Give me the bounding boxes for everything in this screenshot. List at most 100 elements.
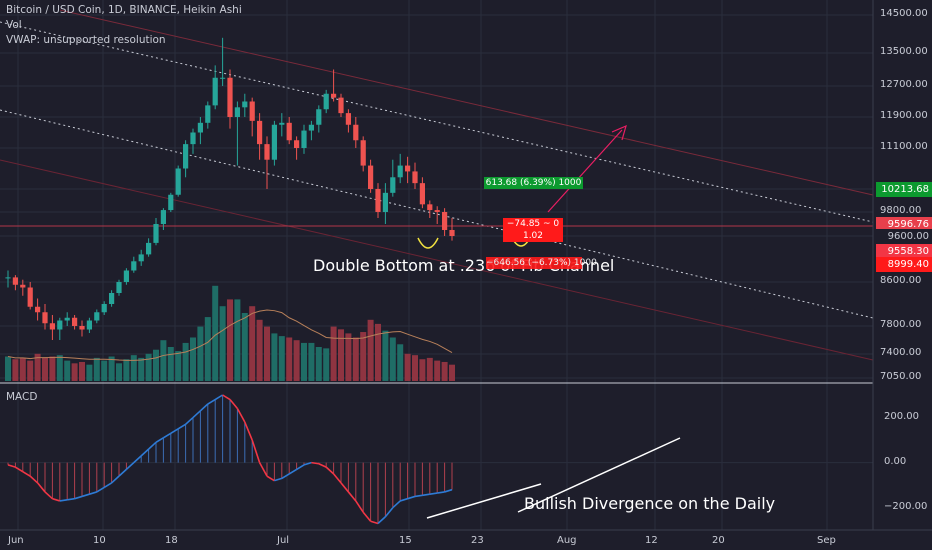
volume-bar xyxy=(338,329,344,381)
loss-box-line2: 1.02 xyxy=(522,231,544,241)
macd-line-segment xyxy=(303,461,312,466)
volume-bar xyxy=(145,353,152,381)
time-tick-label: Sep xyxy=(817,535,836,546)
macd-line-segment xyxy=(407,495,416,500)
macd-line-segment xyxy=(29,475,39,484)
candle-body xyxy=(375,189,381,212)
volume-bar xyxy=(397,344,404,381)
macd-line-segment xyxy=(44,491,53,500)
volume-bar xyxy=(116,363,122,381)
time-tick-label: 15 xyxy=(399,535,412,546)
candle-body xyxy=(301,130,307,148)
volume-bar xyxy=(153,349,159,381)
macd-line-segment xyxy=(96,486,105,493)
macd-line-segment xyxy=(52,497,61,502)
volume-bar xyxy=(12,359,19,381)
stop-box[interactable]: −646.56 (−6.73%) 1000 xyxy=(486,257,597,269)
candle-body xyxy=(353,124,359,141)
candle-body xyxy=(419,183,425,205)
volume-bar xyxy=(375,323,381,381)
candle-body xyxy=(94,312,100,321)
volume-bar xyxy=(241,313,248,381)
macd-line-segment xyxy=(429,492,438,495)
candle-body xyxy=(57,320,63,330)
macd-line-segment xyxy=(67,497,75,501)
candle-body xyxy=(12,277,18,285)
volume-bar xyxy=(249,306,256,381)
candle-body xyxy=(160,210,166,224)
price-tick-label: 7050.00 xyxy=(880,371,922,382)
candle-body xyxy=(397,165,403,178)
macd-line-segment xyxy=(7,464,16,468)
volume-bar xyxy=(404,353,411,381)
candle-body xyxy=(138,254,144,262)
macd-line-segment xyxy=(36,482,46,493)
candle-body xyxy=(116,282,122,293)
price-tag: 10213.68 xyxy=(876,182,932,197)
price-tick-label: 11100.00 xyxy=(880,141,928,152)
volume-bar xyxy=(49,356,56,381)
price-tag: 9596.76 xyxy=(876,217,932,232)
candle-body xyxy=(131,261,137,271)
macd-line-segment xyxy=(362,511,372,522)
candle-body xyxy=(286,122,292,141)
price-tag: 9600.00 xyxy=(876,229,932,244)
volume-bar xyxy=(360,332,367,381)
volume-bar xyxy=(56,355,63,381)
candle-body xyxy=(412,171,418,184)
time-tick-label: 20 xyxy=(712,535,725,546)
candle-body xyxy=(72,317,78,326)
volume-bar xyxy=(71,363,78,381)
candle-body xyxy=(190,132,196,145)
macd-line-segment xyxy=(347,491,357,502)
macd-line-segment xyxy=(266,475,275,482)
gain-box[interactable]: 613.68 (6.39%) 1000 xyxy=(484,177,583,189)
candle-body xyxy=(35,306,41,313)
volume-ma-line xyxy=(7,309,453,361)
candlesticks xyxy=(5,37,455,340)
macd-line-segment xyxy=(399,497,408,502)
candle-body xyxy=(294,140,300,148)
loss-box[interactable]: −74.85 ~ 0 1.02 xyxy=(503,218,563,242)
candle-body xyxy=(368,165,374,189)
candle-body xyxy=(27,287,33,307)
price-tick-label: 13500.00 xyxy=(880,46,928,57)
macd-line-segment xyxy=(332,473,342,484)
volume-bar xyxy=(278,336,285,381)
volume-bar xyxy=(271,333,278,381)
macd-tick-label: 200.00 xyxy=(884,410,919,422)
volume-bar xyxy=(175,351,182,381)
candle-body xyxy=(175,168,181,195)
macd-line-segment xyxy=(236,408,246,423)
volume-bar xyxy=(419,359,426,381)
candle-body xyxy=(345,113,351,125)
macd-line-segment xyxy=(125,462,135,470)
candle-body xyxy=(101,304,107,313)
double-bottom-marker-1 xyxy=(417,237,439,249)
volume-bar xyxy=(352,337,359,381)
macd-line-segment xyxy=(437,491,445,494)
macd-line-segment xyxy=(325,466,335,475)
volume-bar xyxy=(101,360,108,381)
candle-body xyxy=(168,194,174,211)
volume-bar xyxy=(27,360,34,381)
candle-body xyxy=(123,270,129,282)
fib-channel-upper xyxy=(0,21,874,223)
volume-bar xyxy=(182,342,189,381)
volume-bar xyxy=(382,330,389,381)
projection-arrowhead xyxy=(611,124,627,141)
time-tick-label: Aug xyxy=(557,535,577,546)
candle-body xyxy=(212,77,218,106)
candle-body xyxy=(153,224,159,243)
macd-line-segment xyxy=(118,468,127,477)
volume-bar xyxy=(345,333,352,381)
user-drawings xyxy=(417,124,681,519)
macd-line-segment xyxy=(214,394,224,401)
macd-line-segment xyxy=(199,403,209,412)
macd-line-segment xyxy=(288,468,298,475)
volume-bar xyxy=(301,342,307,381)
macd-line-segment xyxy=(170,428,179,435)
macd-line-segment xyxy=(311,461,319,465)
volume-bar xyxy=(197,326,204,381)
